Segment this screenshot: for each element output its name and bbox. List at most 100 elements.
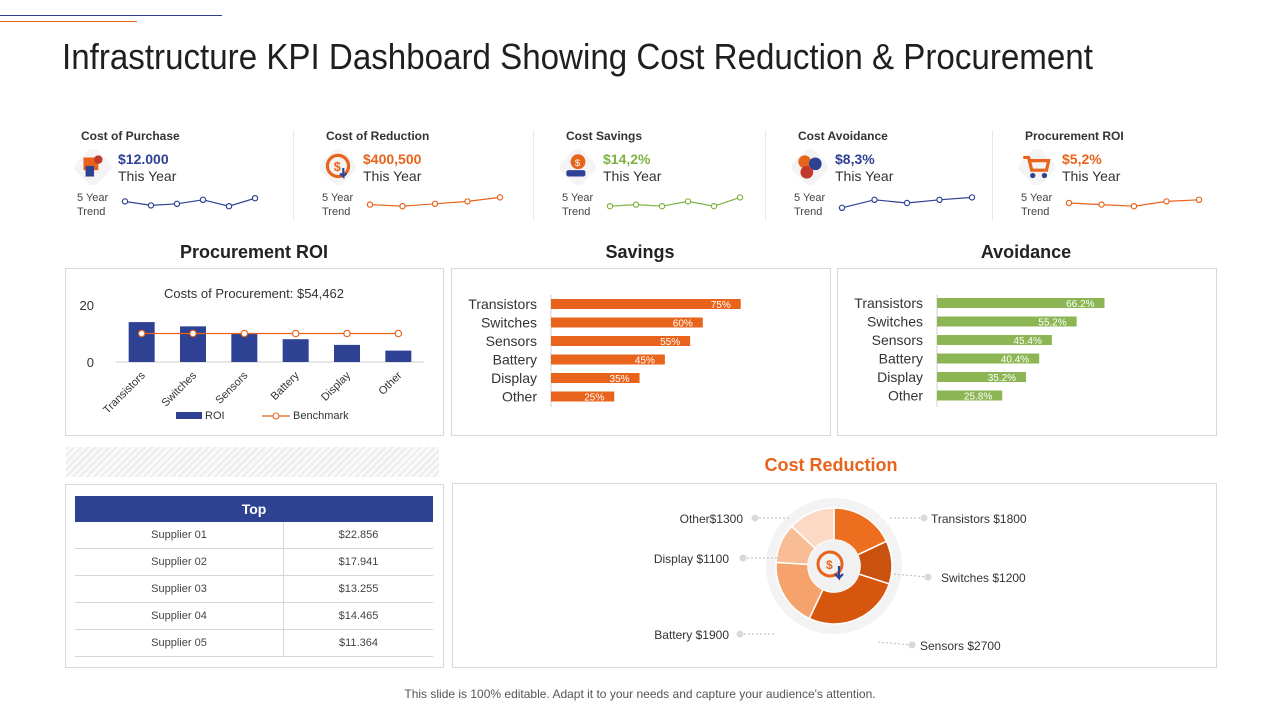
supplier-name: Supplier 05 xyxy=(75,629,284,657)
sparkline-point xyxy=(1098,201,1105,208)
sparkline-point xyxy=(173,200,181,208)
roi-bar xyxy=(282,339,309,362)
kpi-card-2: Cost of Reduction $ $400,500 This Year 5… xyxy=(320,125,526,225)
kpi-trend-line2: Trend xyxy=(77,206,106,218)
supplier-value: $13.255 xyxy=(283,575,433,603)
value-bar xyxy=(551,336,691,346)
sparkline-point xyxy=(496,194,504,201)
label-leader xyxy=(876,641,913,646)
y-tick-label: 0 xyxy=(87,355,94,370)
kpi-trend-line2: Trend xyxy=(322,206,351,218)
kpi-sparkline xyxy=(606,194,744,210)
label-dot xyxy=(920,514,928,522)
roi-bar xyxy=(385,350,412,362)
data-label: 35% xyxy=(610,374,630,385)
kpi-period: This Year xyxy=(363,168,422,184)
kpi-value: $8,3% xyxy=(835,151,875,167)
kpi-card-3: Cost Savings $ $14,2% This Year 5 Year T… xyxy=(560,125,766,225)
data-label: 66.2% xyxy=(1066,299,1094,310)
top-suppliers-table: Top Supplier 01 $22.856 Supplier 02 $17.941… xyxy=(75,496,433,657)
category-label: Battery xyxy=(879,351,923,367)
sparkline-point xyxy=(1163,198,1170,205)
kpi-sparkline xyxy=(366,194,504,210)
category-label: Transistors xyxy=(468,296,537,312)
cost-reduction-panel: $ Transistors $1800 Switches $1200 Sensors … xyxy=(452,483,1217,668)
slice-label: Transistors $1800 xyxy=(931,512,1027,526)
kpi-label: Cost of Reduction xyxy=(326,129,430,143)
supplier-value: $22.856 xyxy=(283,522,433,549)
supplier-value: $14.465 xyxy=(283,602,433,630)
sparkline-point xyxy=(1065,199,1073,207)
kpi-value: $400,500 xyxy=(363,151,422,167)
supplier-name: Supplier 03 xyxy=(75,575,284,603)
cost-reduction-icon xyxy=(816,550,844,578)
section-title-savings: Savings xyxy=(605,242,675,262)
data-label: 35.2% xyxy=(988,373,1016,384)
value-bar xyxy=(551,354,665,365)
sparkline-point xyxy=(710,203,718,210)
sparkline-point xyxy=(147,202,155,209)
benchmark-point xyxy=(343,329,351,338)
slice-label: Switches $1200 xyxy=(941,571,1026,585)
label-dot xyxy=(924,573,932,581)
x-tick-label: Other xyxy=(377,369,405,397)
kpi-period: This Year xyxy=(603,168,662,184)
kpi-separator xyxy=(533,130,534,220)
x-tick-label: Battery xyxy=(269,369,302,402)
kpi-value: $5,2% xyxy=(1062,151,1102,167)
sparkline-point xyxy=(606,203,614,210)
data-label: 45% xyxy=(635,356,655,367)
value-bar xyxy=(551,317,703,328)
section-title-cost-reduction: Cost Reduction xyxy=(764,455,898,475)
data-label: 75% xyxy=(711,300,731,311)
cost-reduction-chart: $ Transistors $1800 Switches $1200 Sensors … xyxy=(654,498,1027,653)
avoidance-icon xyxy=(792,149,828,185)
avoidance-panel: Transistors 66.2% Switches 55.2% Sensors 45.4… xyxy=(837,268,1217,436)
legend-benchmark-marker xyxy=(272,412,280,420)
purchase-icon xyxy=(75,149,111,185)
value-bar xyxy=(551,299,741,309)
category-label: Other xyxy=(888,388,923,404)
category-label: Other xyxy=(502,389,537,405)
sparkline-point xyxy=(251,194,259,202)
down-arrow-icon xyxy=(834,566,844,581)
sparkline-point xyxy=(838,204,846,211)
sparkline-point xyxy=(225,203,233,210)
kpi-separator xyxy=(992,130,993,220)
sparkline-point xyxy=(366,201,374,208)
kpi-sparkline xyxy=(121,194,259,210)
sparkline-point xyxy=(464,198,471,205)
kpi-separator xyxy=(765,130,766,220)
sparkline-point xyxy=(684,198,692,205)
supplier-name: Supplier 02 xyxy=(75,548,284,576)
slice-label: Other$1300 xyxy=(680,512,744,526)
kpi-label: Procurement ROI xyxy=(1025,129,1124,143)
kpi-trend-label: 5 Year Trend xyxy=(1021,191,1061,219)
supplier-value: $11.364 xyxy=(283,629,433,657)
kpi-label: Cost Savings xyxy=(566,129,643,143)
value-bar xyxy=(937,298,1105,308)
kpi-sparkline xyxy=(1065,196,1203,210)
x-tick-label: Transistors xyxy=(101,369,148,416)
sparkline-point xyxy=(431,200,439,208)
label-dot xyxy=(736,630,744,638)
kpi-value: $12.000 xyxy=(118,151,169,167)
sparkline-point xyxy=(199,196,207,204)
sparkline-point xyxy=(871,196,878,204)
value-bar xyxy=(937,372,1027,382)
kpi-trend-line2: Trend xyxy=(794,206,823,218)
dollar-glyph: $ xyxy=(826,558,833,572)
cart-icon xyxy=(1019,149,1055,185)
supplier-value: $17.941 xyxy=(283,548,433,576)
section-title-procurement-roi: Procurement ROI xyxy=(179,242,329,262)
data-label: 45.4% xyxy=(1014,336,1042,347)
data-label: 55% xyxy=(660,337,680,348)
legend-roi-swatch xyxy=(176,412,202,419)
svg-text:$: $ xyxy=(575,158,581,169)
value-bar xyxy=(551,373,640,383)
category-label: Display xyxy=(877,369,923,385)
data-label: 55.2% xyxy=(1038,318,1066,329)
sparkline-point xyxy=(736,194,744,201)
value-bar xyxy=(937,316,1077,327)
value-bar xyxy=(937,335,1052,345)
